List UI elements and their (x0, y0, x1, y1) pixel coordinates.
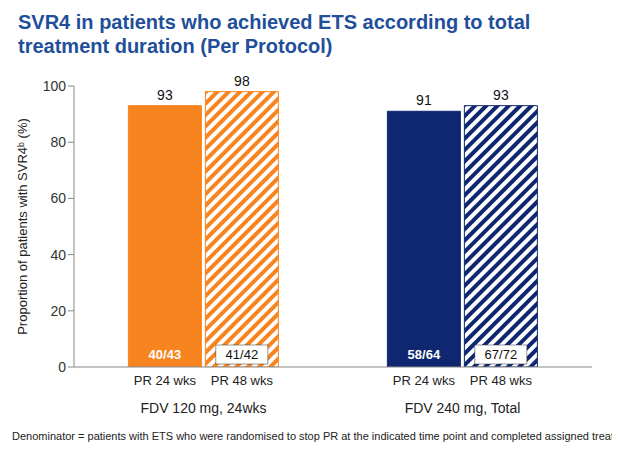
svg-text:93: 93 (493, 87, 509, 103)
svg-text:67/72: 67/72 (485, 347, 518, 362)
svg-text:PR 48 wks: PR 48 wks (470, 373, 533, 388)
svg-text:PR 24 wks: PR 24 wks (393, 373, 456, 388)
svg-text:60: 60 (50, 190, 66, 206)
svg-text:FDV 120 mg, 24wks: FDV 120 mg, 24wks (140, 400, 266, 416)
svg-text:PR 24 wks: PR 24 wks (134, 373, 197, 388)
svg-text:58/64: 58/64 (408, 347, 441, 362)
svg-text:80: 80 (50, 134, 66, 150)
html-text:SVR4 in patients who achieved: SVR4 in patients who achieved ETS accord… (18, 11, 531, 57)
svg-text:40/43: 40/43 (149, 347, 182, 362)
svg-text:40: 40 (50, 247, 66, 263)
svg-text:FDV 240 mg, Total: FDV 240 mg, Total (405, 400, 521, 416)
svg-text:100: 100 (43, 78, 67, 94)
svg-text:0: 0 (58, 359, 66, 375)
svg-text:20: 20 (50, 303, 66, 319)
svg-text:41/42: 41/42 (226, 347, 259, 362)
svg-text:PR 48 wks: PR 48 wks (211, 373, 274, 388)
svg-text:91: 91 (416, 92, 432, 108)
svg-text:93: 93 (157, 87, 173, 103)
svg-text:Proportion of patients with SV: Proportion of patients with SVR4ᵇ (%) (15, 118, 30, 335)
svg-text:98: 98 (234, 73, 250, 89)
